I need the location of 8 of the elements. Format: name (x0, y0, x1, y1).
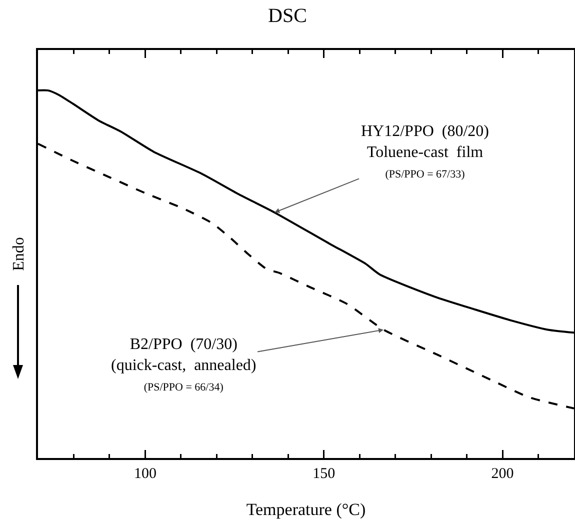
x-tick-label: 200 (491, 466, 514, 482)
y-axis-title: Endo (10, 237, 28, 271)
annotation: HY12/PPO (80/20) Toluene-cast film (PS/PPO = 67/33) (361, 123, 490, 181)
x-tick-label: 100 (134, 466, 156, 482)
annotation: B2/PPO (70/30) (quick-cast, annealed) (PS/PPO = 66/34) (111, 336, 256, 394)
x-axis-title: Temperature (°C) (246, 500, 366, 519)
chart-title: DSC (268, 4, 307, 27)
x-tick-label: 150 (312, 466, 336, 482)
